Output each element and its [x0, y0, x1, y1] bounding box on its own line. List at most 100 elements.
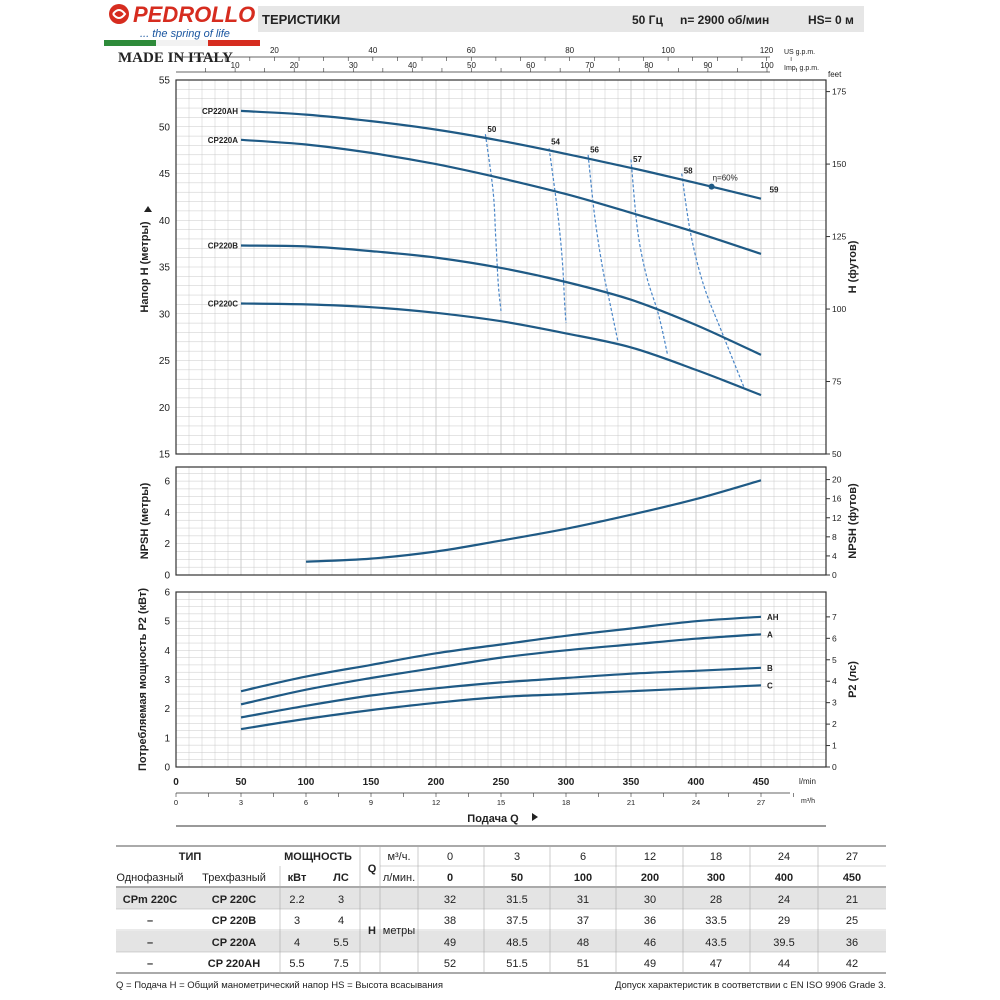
y-tick-label: 35: [159, 263, 171, 274]
y-tick-label: 25: [159, 356, 171, 367]
efficiency-line: [484, 134, 502, 311]
x-tick-label: 300: [558, 777, 575, 788]
efficiency-label: 57: [633, 155, 642, 164]
flag-green: [104, 40, 156, 46]
table-power-header: МОЩНОСТЬ: [284, 851, 352, 863]
x-axis-label: Подача Q: [467, 813, 519, 825]
head-chart: 15 20 25 30 35 40 45 50 55 50 75 100 125 150 175 Напор …: [139, 46, 859, 461]
npsh-curve: [305, 479, 762, 563]
plot-frame: [175, 466, 827, 576]
pedrollo-logo-icon: [109, 4, 129, 24]
frequency: 50 Гц: [632, 13, 663, 27]
table-h-cell: 37.5: [506, 915, 527, 927]
y2-tick-label: 8: [832, 532, 837, 542]
table-type-header: ТИП: [179, 851, 202, 863]
y-tick-label: 6: [164, 477, 170, 488]
table-kw-header: кВт: [288, 872, 307, 884]
table-single-phase-header: Однофазный: [116, 872, 183, 884]
efficiency-label: 56: [590, 146, 599, 155]
footer-standard: Допуск характеристик в соответствии с EN…: [615, 980, 886, 991]
y-tick-label: 30: [159, 309, 171, 320]
speed: n= 2900 об/мин: [680, 13, 769, 27]
y2-axis-label: NPSH (футов): [847, 483, 859, 559]
table-h-cell: 39.5: [773, 937, 794, 949]
y2-axis-label: P2 (лс): [847, 661, 859, 698]
efficiency-line: [548, 148, 567, 324]
table-h-cell: 37: [577, 915, 589, 927]
top-axis-imp-label: 40: [408, 61, 417, 70]
table-q-lmin-cell: 100: [574, 872, 592, 884]
x2-tick-label: 6: [304, 798, 308, 807]
y-axis-label: Напор H (метры): [139, 221, 151, 312]
table-h-cell: 31: [577, 894, 589, 906]
top-axis-imp-label: 50: [467, 61, 476, 70]
y2-tick-label: 0: [832, 762, 837, 772]
y-tick-label: 2: [164, 539, 170, 550]
table-q-m3-cell: 6: [580, 851, 586, 863]
efficiency-note: η=60%: [713, 174, 738, 183]
top-axis-us-label: 20: [270, 46, 279, 55]
top-axis-us-label: 40: [368, 46, 377, 55]
x2-tick-label: 0: [174, 798, 178, 807]
x2-tick-label: 18: [562, 798, 570, 807]
table-h-cell: 48: [577, 937, 589, 949]
x-axis-arrow-icon: [532, 813, 538, 821]
suction-height: HS= 0 м: [808, 13, 854, 27]
x-tick-label: 100: [298, 777, 315, 788]
x2-tick-label: 15: [497, 798, 505, 807]
table-q-m3-cell: 24: [778, 851, 790, 863]
table-h-cell: 21: [846, 894, 858, 906]
y-tick-label: 0: [164, 763, 170, 774]
y2-tick-label: 6: [832, 633, 837, 643]
y2-tick-label: 100: [832, 304, 846, 314]
y2-tick-label: 4: [832, 676, 837, 686]
table-h-cell: 25: [846, 915, 858, 927]
table-h-cell: 33.5: [705, 915, 726, 927]
made-in-italy: MADE IN ITALY: [118, 50, 233, 66]
footer: Q = Подача H = Общий манометрический нап…: [116, 980, 886, 991]
y-tick-label: 4: [164, 508, 170, 519]
y2-tick-label: 150: [832, 159, 846, 169]
y-tick-label: 55: [159, 76, 171, 87]
x2-tick-label: 24: [692, 798, 700, 807]
table-h-unit: метры: [383, 925, 415, 937]
head-curve-cp220ah: [240, 109, 762, 200]
x2-tick-label: 12: [432, 798, 440, 807]
table-q-lmin-cell: 0: [447, 872, 453, 884]
top-axis-imp-label: 100: [760, 61, 774, 70]
table-q-m3-cell: 27: [846, 851, 858, 863]
y-axis-arrow-icon: [144, 206, 152, 212]
table-q-m3-label: м³/ч.: [387, 851, 410, 863]
table-h-cell: 44: [778, 958, 790, 970]
efficiency-label: 59: [770, 186, 779, 195]
y2-tick-label: 12: [832, 513, 842, 523]
table-h-cell: 28: [710, 894, 722, 906]
top-axis-imp-label: 90: [703, 61, 712, 70]
x-tick-label: 400: [688, 777, 705, 788]
table-row-shade: [116, 931, 886, 952]
brand-tagline: ... the spring of life: [140, 28, 230, 40]
x-axis-unit: l/min: [799, 777, 816, 786]
npsh-chart: 0 2 4 6 0 4 8 12 16 20 NPSH (метры) NPSH (футов): [139, 466, 859, 582]
table-row-shade: [116, 888, 886, 909]
table-three-phase-cell: CP 220A: [212, 937, 256, 949]
table-q-lmin-cell: 200: [641, 872, 659, 884]
y-axis-label: Потребляемая мощность P2 (кВт): [137, 588, 149, 771]
brand-name: PEDROLLO: [133, 2, 255, 27]
table-h-cell: 36: [846, 937, 858, 949]
head-curve-cp220a: [240, 138, 762, 255]
table-hp-cell: 7.5: [333, 958, 348, 970]
y2-tick-label: 4: [832, 551, 837, 561]
table-h-label: H: [368, 925, 376, 937]
table-h-cell: 47: [710, 958, 722, 970]
y2-tick-label: 2: [832, 719, 837, 729]
y-tick-label: 20: [159, 403, 171, 414]
y2-tick-label: 7: [832, 612, 837, 622]
series-label: A: [767, 630, 773, 639]
top-axis-imp-unit: Imp. g.p.m.: [784, 65, 819, 72]
y2-tick-label: 50: [832, 449, 842, 459]
head-curve-cp220c: [240, 302, 762, 397]
table-q-lmin-cell: 400: [775, 872, 793, 884]
table-single-phase-cell: –: [147, 915, 153, 927]
table-q-header: Q: [368, 863, 377, 875]
